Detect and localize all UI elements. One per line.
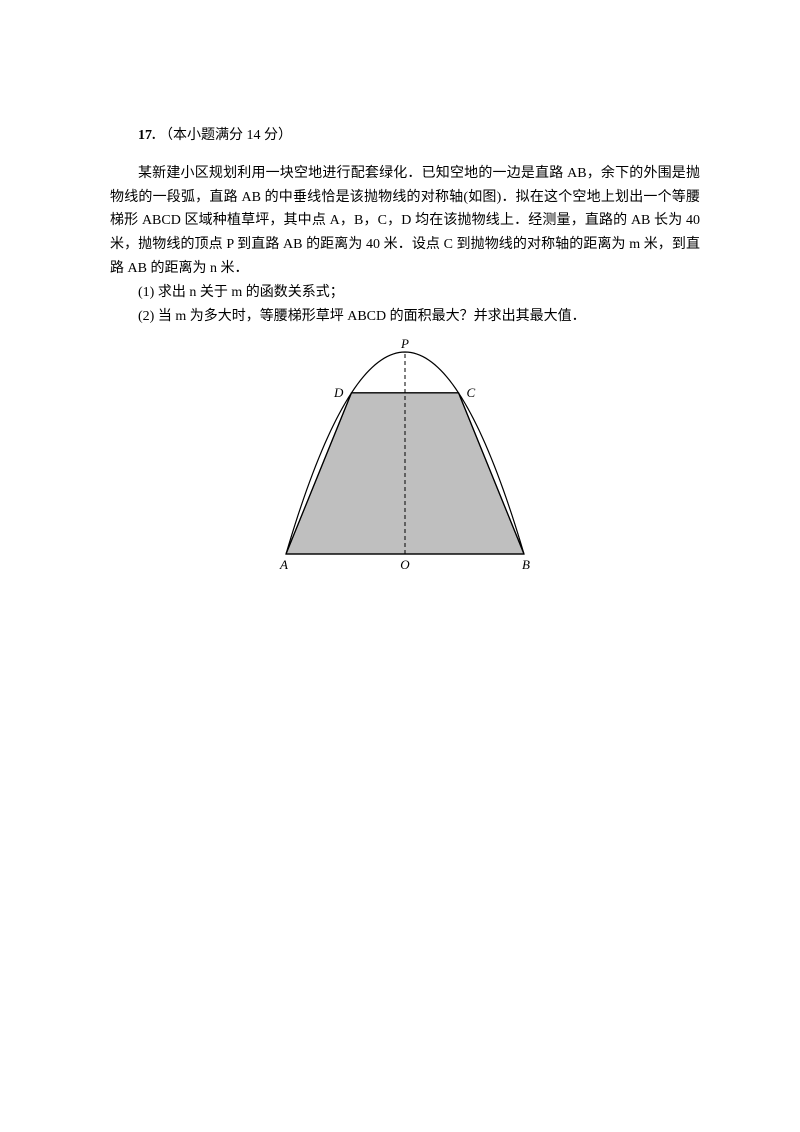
label-p: P (400, 336, 409, 351)
problem-header: 17. （本小题满分 14 分） (110, 124, 700, 148)
figure-container: P D C A O B (110, 336, 700, 585)
page: 17. （本小题满分 14 分） 某新建小区规划利用一块空地进行配套绿化．已知空… (0, 0, 800, 1132)
question-2: (2) 当 m 为多大时，等腰梯形草坪 ABCD 的面积最大？并求出其最大值． (110, 305, 700, 329)
problem-number: 17. (138, 128, 156, 143)
label-o: O (400, 557, 410, 572)
label-a: A (279, 557, 288, 572)
problem-paragraph: 某新建小区规划利用一块空地进行配套绿化．已知空地的一边是直路 AB，余下的外围是… (110, 162, 700, 281)
label-c: C (467, 385, 476, 400)
question-1: (1) 求出 n 关于 m 的函数关系式； (110, 281, 700, 305)
label-b: B (522, 557, 530, 572)
label-d: D (333, 385, 344, 400)
trapezoid-parabola-figure: P D C A O B (260, 336, 550, 576)
score-note: （本小题满分 14 分） (159, 128, 292, 143)
